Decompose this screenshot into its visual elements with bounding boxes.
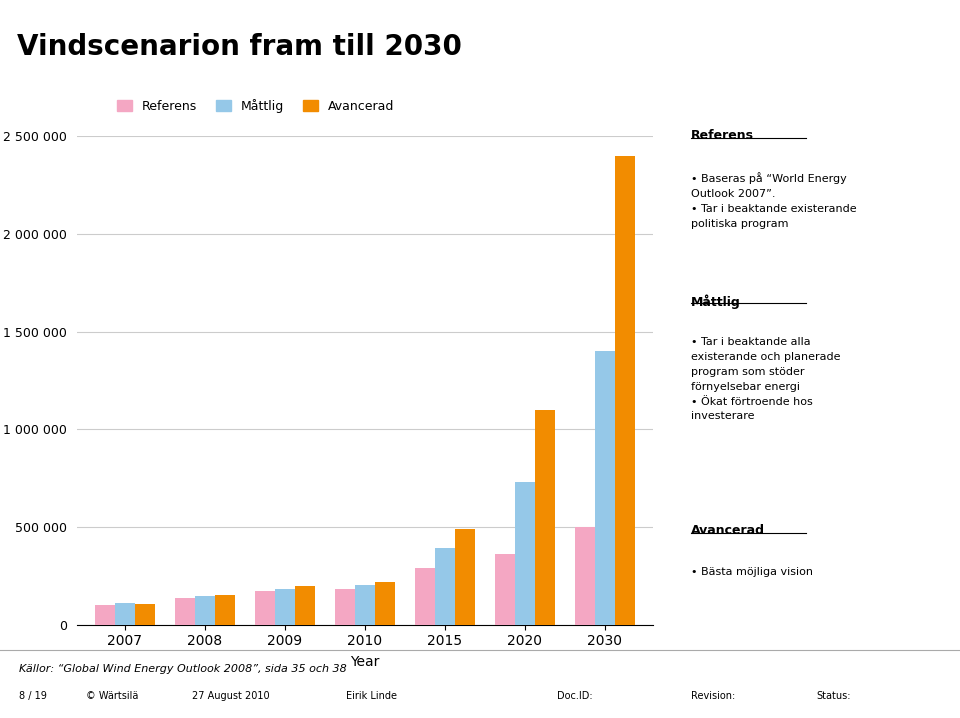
Bar xyxy=(595,351,614,625)
Text: Status:: Status: xyxy=(816,691,851,701)
Bar xyxy=(575,527,595,625)
Bar xyxy=(515,482,535,625)
Bar xyxy=(195,597,215,625)
Text: Vindscenarion fram till 2030: Vindscenarion fram till 2030 xyxy=(16,33,462,60)
Bar xyxy=(435,549,455,625)
Text: • Tar i beaktande alla
existerande och planerade
program som stöder
förnyelsebar: • Tar i beaktande alla existerande och p… xyxy=(691,337,841,421)
Text: • Bästa möjliga vision: • Bästa möjliga vision xyxy=(691,567,813,577)
Legend: Referens, Måttlig, Avancerad: Referens, Måttlig, Avancerad xyxy=(112,94,399,118)
Bar xyxy=(335,589,355,625)
Text: Måttlig: Måttlig xyxy=(691,294,741,309)
Text: • Baseras på “World Energy
Outlook 2007”.
• Tar i beaktande existerande
politisk: • Baseras på “World Energy Outlook 2007”… xyxy=(691,172,857,228)
Bar xyxy=(134,604,155,625)
Bar xyxy=(455,529,475,625)
Text: Källor: “Global Wind Energy Outlook 2008”, sida 35 och 38: Källor: “Global Wind Energy Outlook 2008… xyxy=(19,664,347,674)
Bar xyxy=(355,584,374,625)
Bar xyxy=(295,586,315,625)
Text: Referens: Referens xyxy=(691,129,755,142)
Bar xyxy=(115,603,134,625)
Bar xyxy=(275,589,295,625)
Text: Revision:: Revision: xyxy=(691,691,735,701)
Text: 27 August 2010: 27 August 2010 xyxy=(192,691,270,701)
Text: © Wärtsilä: © Wärtsilä xyxy=(86,691,139,701)
Bar xyxy=(494,554,515,625)
X-axis label: Year: Year xyxy=(350,656,379,669)
Bar xyxy=(175,598,195,625)
Bar xyxy=(254,592,275,625)
Text: Avancerad: Avancerad xyxy=(691,524,765,537)
Bar xyxy=(614,156,635,625)
Bar xyxy=(415,568,435,625)
Text: Eirik Linde: Eirik Linde xyxy=(346,691,396,701)
Bar xyxy=(374,582,395,625)
Bar xyxy=(535,410,555,625)
Text: Doc.ID:: Doc.ID: xyxy=(557,691,592,701)
Text: 8 / 19: 8 / 19 xyxy=(19,691,47,701)
Bar xyxy=(95,605,115,625)
Bar xyxy=(215,595,235,625)
